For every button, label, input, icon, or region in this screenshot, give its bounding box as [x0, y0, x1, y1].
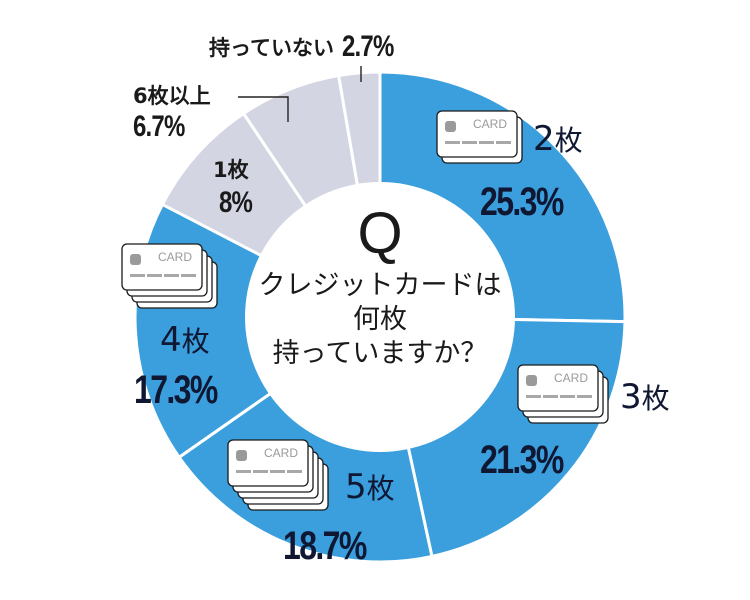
label-5-count: 5枚	[345, 470, 395, 504]
question-line-3: 持っていますか？	[272, 338, 488, 369]
svg-text:CARD: CARD	[158, 250, 192, 264]
count-number: 4	[160, 320, 182, 360]
count-unit: 枚	[366, 472, 395, 505]
label-none-count: 持っていない	[209, 36, 334, 60]
count-unit: 枚	[641, 382, 670, 415]
label-3-count: 3枚	[620, 380, 670, 414]
label-2-count: 2枚	[533, 122, 583, 156]
question-block: Q クレジットカードは 何枚 持っていますか？	[245, 200, 515, 371]
donut-center	[245, 182, 515, 452]
label-5-percent: 18.7%	[283, 524, 367, 568]
count-unit: 枚	[554, 124, 583, 157]
label-1-count: 1枚	[213, 158, 249, 182]
count-number: 3	[620, 377, 642, 417]
label-4-percent: 17.3%	[134, 368, 218, 412]
credit-card-icon: CARD	[517, 364, 609, 424]
leader-line-6plus	[238, 96, 289, 122]
svg-text:CARD: CARD	[264, 446, 298, 460]
card-icons: CARD CARD CARD CARD	[121, 110, 609, 511]
label-4-count: 4枚	[160, 323, 210, 357]
credit-card-icon: CARD	[227, 439, 329, 511]
question-letter: Q	[357, 201, 403, 266]
label-none-percent: 2.7%	[342, 30, 394, 63]
question-line-2: 何枚	[353, 304, 407, 335]
label-1-percent: 8%	[219, 186, 253, 219]
count-number: 2	[533, 119, 555, 159]
label-2-percent: 25.3%	[480, 180, 564, 224]
count-unit: 枚	[181, 325, 210, 358]
label-6plus-percent: 6.7%	[133, 110, 185, 143]
question-line-1: クレジットカードは	[258, 270, 502, 301]
label-6plus-count: 6枚以上	[133, 84, 211, 108]
svg-text:CARD: CARD	[554, 371, 588, 385]
credit-card-icon: CARD	[121, 243, 218, 309]
label-3-percent: 21.3%	[480, 438, 564, 482]
credit-card-icon: CARD	[436, 110, 523, 164]
count-number: 5	[345, 467, 367, 507]
svg-text:CARD: CARD	[473, 117, 507, 131]
